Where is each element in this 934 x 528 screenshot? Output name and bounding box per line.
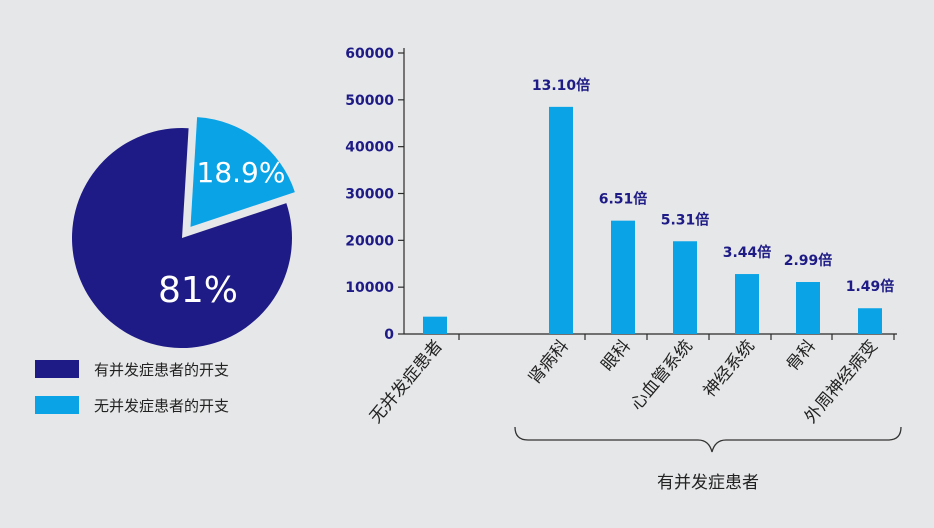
x-tick-label: 骨科	[783, 336, 820, 375]
x-tick-label: 无并发症患者	[366, 336, 447, 427]
bar-3	[673, 241, 697, 334]
bar-data-label: 6.51倍	[599, 191, 648, 208]
bar-data-label: 2.99倍	[784, 252, 833, 269]
pie-chart: 81% 18.9%	[72, 117, 295, 348]
legend-label-with-complications: 有并发症患者的开支	[94, 361, 229, 379]
bar-0	[423, 316, 447, 334]
bar-4	[735, 274, 759, 334]
x-tick-label: 肾病科	[525, 336, 573, 388]
y-tick-label: 30000	[345, 187, 394, 203]
x-tick-label: 眼科	[598, 336, 635, 375]
x-tick-label: 神经系统	[700, 336, 759, 401]
bar-1	[549, 106, 573, 334]
pie-slice-without-complications	[190, 117, 295, 227]
group-label: 有并发症患者	[657, 473, 759, 493]
pie-slice-with-complications	[72, 127, 292, 348]
legend-swatch-with-complications	[35, 360, 79, 378]
bar-5	[796, 282, 820, 334]
bar-data-label: 13.10倍	[532, 77, 590, 94]
bar-data-label: 3.44倍	[723, 244, 772, 261]
pie-label-without-complications: 18.9%	[197, 156, 286, 189]
y-tick-label: 20000	[345, 233, 394, 249]
bar-chart: 0 10000 20000 30000 40000 50000 60000 13.10倍 6.…	[345, 46, 902, 493]
x-tick-label: 心血管系统	[627, 336, 697, 414]
y-tick-label: 10000	[345, 280, 394, 296]
legend-label-without-complications: 无并发症患者的开支	[94, 397, 229, 415]
y-axis-ticks: 0 10000 20000 30000 40000 50000 60000	[345, 46, 404, 343]
bar-data-label: 1.49倍	[846, 278, 895, 295]
pie-legend: 有并发症患者的开支 无并发症患者的开支	[35, 360, 229, 415]
y-tick-label: 0	[384, 327, 394, 343]
bar-2	[611, 220, 635, 334]
y-tick-label: 60000	[345, 46, 394, 62]
y-tick-label: 40000	[345, 140, 394, 156]
bar-6	[858, 308, 882, 334]
legend-swatch-without-complications	[35, 396, 79, 414]
y-tick-label: 50000	[345, 93, 394, 109]
pie-label-with-complications: 81%	[158, 270, 238, 311]
group-brace	[514, 426, 902, 453]
bars: 13.10倍 6.51倍 5.31倍 3.44倍 2.99倍 1.49倍	[423, 77, 895, 340]
bar-data-label: 5.31倍	[661, 211, 710, 228]
